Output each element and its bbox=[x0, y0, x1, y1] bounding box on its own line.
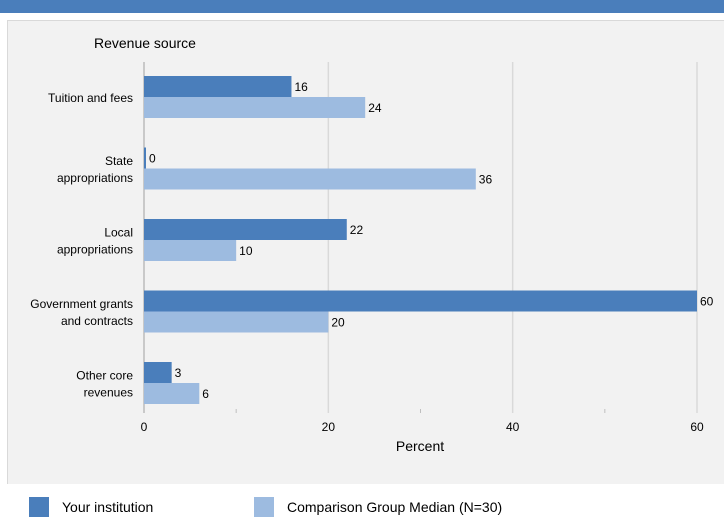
y-axis-title: Revenue source bbox=[94, 35, 196, 51]
bars bbox=[144, 76, 697, 404]
x-tick-label: 20 bbox=[322, 420, 336, 434]
category-label: appropriations bbox=[57, 243, 133, 257]
category-label: Other core bbox=[76, 369, 133, 383]
plot-area bbox=[7, 20, 724, 484]
bar bbox=[144, 168, 476, 190]
legend: Your institution Comparison Group Median… bbox=[0, 496, 724, 518]
category-label: Local bbox=[104, 226, 133, 240]
bar bbox=[144, 362, 172, 383]
data-label: 3 bbox=[175, 366, 182, 380]
x-tick-label: 0 bbox=[141, 420, 148, 434]
x-axis-title: Percent bbox=[396, 438, 444, 454]
data-label: 22 bbox=[350, 223, 364, 237]
category-label: revenues bbox=[84, 386, 133, 400]
x-tick-label: 40 bbox=[506, 420, 520, 434]
bar bbox=[144, 240, 237, 261]
data-label: 0 bbox=[149, 152, 156, 166]
header-rule bbox=[0, 0, 724, 13]
category-label: State bbox=[105, 154, 133, 168]
bar bbox=[144, 219, 347, 240]
bar bbox=[144, 147, 146, 169]
bar bbox=[144, 311, 329, 333]
bar bbox=[144, 76, 292, 97]
data-label: 10 bbox=[239, 244, 253, 258]
data-label: 24 bbox=[368, 101, 382, 115]
data-label: 16 bbox=[294, 80, 308, 94]
category-label: Government grants bbox=[30, 297, 133, 311]
bar bbox=[144, 290, 697, 312]
bar bbox=[144, 97, 366, 118]
category-label: Tuition and fees bbox=[48, 91, 133, 105]
legend-swatch-your-institution bbox=[29, 497, 49, 517]
legend-label: Comparison Group Median (N=30) bbox=[287, 499, 503, 515]
legend-item-your-institution: Your institution bbox=[29, 496, 153, 518]
bar bbox=[144, 383, 200, 404]
legend-swatch-comparison-median bbox=[254, 497, 274, 517]
data-label: 36 bbox=[479, 173, 493, 187]
x-tick-label: 60 bbox=[690, 420, 704, 434]
category-label: and contracts bbox=[61, 314, 133, 328]
data-label: 60 bbox=[700, 295, 714, 309]
category-label: appropriations bbox=[57, 171, 133, 185]
legend-item-comparison-median: Comparison Group Median (N=30) bbox=[254, 496, 502, 518]
data-label: 20 bbox=[331, 316, 345, 330]
data-label: 6 bbox=[202, 387, 209, 401]
legend-label: Your institution bbox=[62, 499, 154, 515]
